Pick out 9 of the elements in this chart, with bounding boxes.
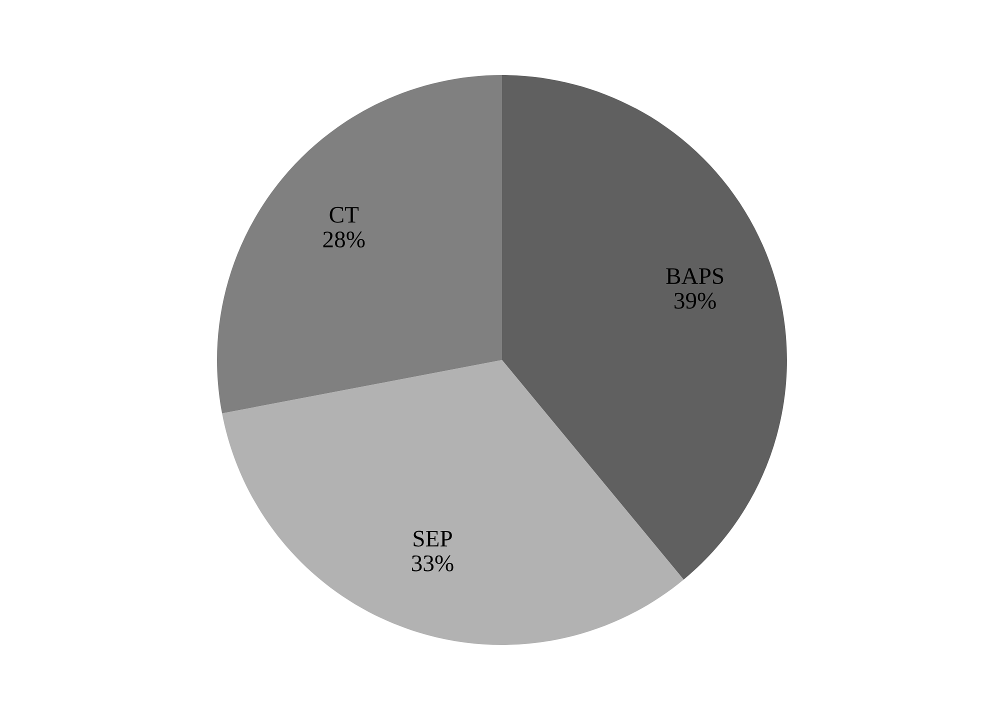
slice-label: BAPS [666, 268, 724, 284]
data-label: 39% [674, 292, 716, 309]
slice-label: SEP [414, 530, 452, 547]
data-label: 33% [412, 555, 454, 572]
slice-label: CT [330, 206, 359, 223]
pie-slice [222, 360, 684, 645]
pie-slice [502, 75, 787, 580]
pie-slice [217, 75, 502, 414]
data-label: 28% [323, 232, 365, 248]
